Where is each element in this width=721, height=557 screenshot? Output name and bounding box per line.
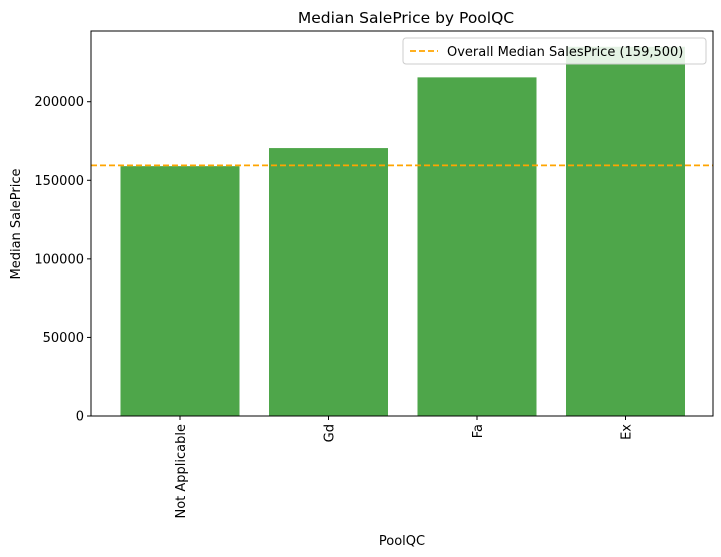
bars-group <box>120 46 685 417</box>
x-tick-label: Gd <box>323 424 338 442</box>
bar-gd <box>269 148 388 417</box>
y-tick-label: 200000 <box>34 95 84 110</box>
legend-box <box>402 37 707 65</box>
y-axis-label: Median SalePrice <box>9 169 24 280</box>
x-axis-label: PoolQC <box>379 534 425 549</box>
y-axis: 0 50000 100000 150000 200000 <box>34 95 91 425</box>
bar-ex <box>566 46 685 416</box>
bar-not-applicable <box>120 166 240 416</box>
x-tick-label: Not Applicable <box>174 424 189 519</box>
x-tick-label: Ex <box>620 424 635 440</box>
bar-fa <box>417 77 537 416</box>
y-tick-label: 50000 <box>43 331 84 346</box>
x-tick-label: Fa <box>471 424 486 438</box>
legend: Overall Median SalesPrice (159,500) <box>402 37 707 65</box>
chart-title: Median SalePrice by PoolQC <box>298 9 514 27</box>
y-tick-label: 100000 <box>34 252 84 267</box>
legend-label: Overall Median SalesPrice (159,500) <box>447 45 683 60</box>
y-tick-label: 0 <box>76 410 84 425</box>
x-axis: Not Applicable Gd Fa Ex <box>174 416 635 519</box>
y-tick-label: 150000 <box>34 174 84 189</box>
plot-frame <box>90 30 714 417</box>
